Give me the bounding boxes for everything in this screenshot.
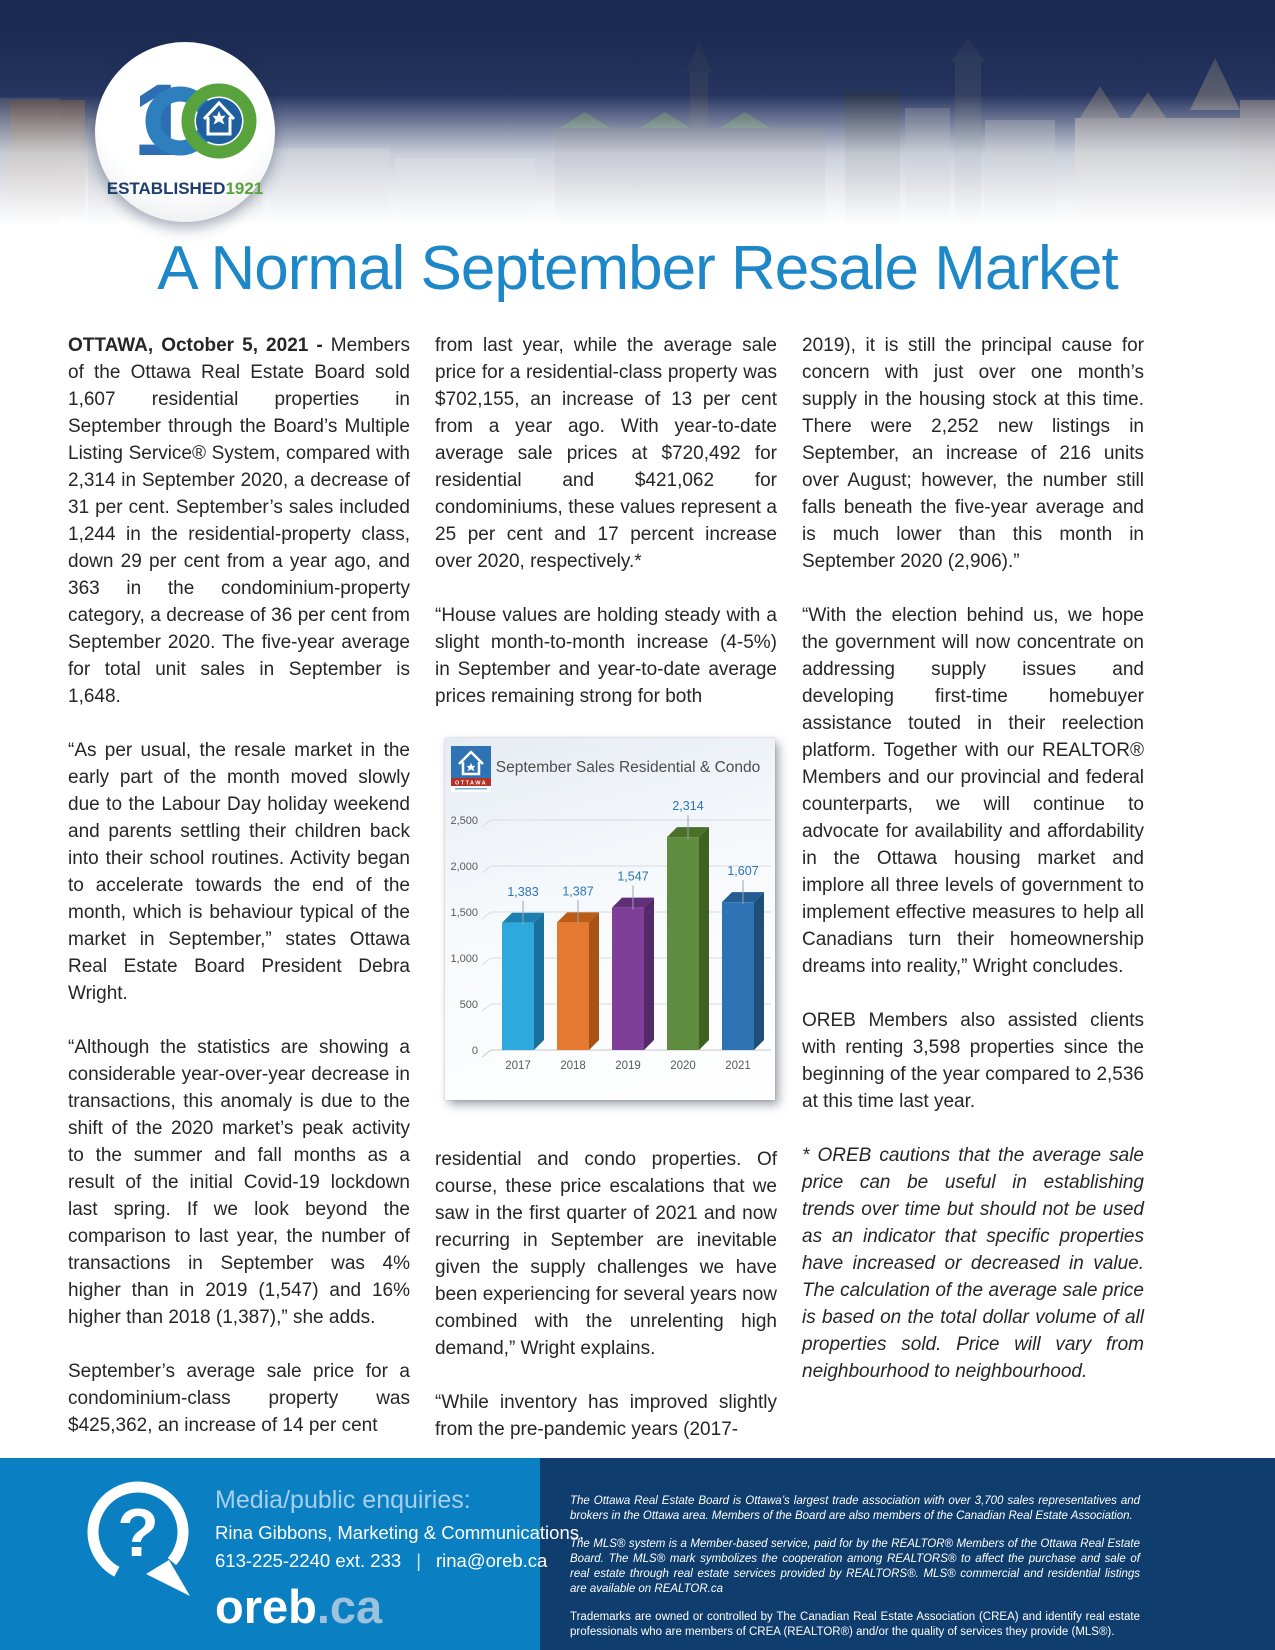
paragraph: residential and condo properties. Of cou… (435, 1149, 777, 1359)
column-2: from last year, while the average sale p… (435, 332, 777, 1470)
maple-leaf-icon (212, 111, 226, 125)
house-walls-icon (206, 117, 232, 136)
wordmark-main: oreb (215, 1580, 317, 1633)
page-header: 1 ESTABLISHED1921 (0, 0, 1275, 225)
contact-name: Rina Gibbons, Marketing & Communications… (215, 1522, 585, 1543)
logo-ottawa-text: OTTAWA (455, 780, 487, 786)
svg-text:2,314: 2,314 (672, 799, 703, 813)
sales-chart: OTTAWA September Sales Residential & Con… (445, 738, 775, 1100)
paragraph: “With the election behind us, we hope th… (802, 605, 1144, 977)
svg-text:1,387: 1,387 (562, 884, 593, 898)
logo-zero-green (181, 83, 257, 159)
svg-text:1,607: 1,607 (727, 864, 758, 878)
footer-legal-panel: The Ottawa Real Estate Board is Ottawa’s… (540, 1458, 1275, 1650)
paragraph: “House values are holding steady with a … (435, 605, 777, 707)
enquiries-label: Media/public enquiries: (215, 1486, 471, 1514)
logo-100-graphic: 1 ESTABLISHED1921 (107, 63, 264, 198)
svg-text:?: ? (117, 1495, 159, 1571)
dateline: OTTAWA, October 5, 2021 - (68, 335, 323, 356)
oreb-100th-anniversary-logo: 1 ESTABLISHED1921 (95, 42, 275, 222)
oreb-board-logo: OTTAWA (451, 746, 491, 792)
legal-paragraph: The MLS® system is a Member-based servic… (570, 1538, 1140, 1595)
chart-title: September Sales Residential & Condo (495, 759, 761, 776)
svg-text:2019: 2019 (615, 1060, 641, 1072)
logo-year-text: 1921 (225, 179, 263, 198)
svg-text:0: 0 (472, 1045, 478, 1057)
disclaimer-paragraph: * OREB cautions that the average sale pr… (802, 1145, 1144, 1382)
svg-text:1,383: 1,383 (507, 885, 538, 899)
contact-phone-line: 613-225-2240 ext. 233 | rina@oreb.ca (215, 1549, 584, 1573)
contact-email[interactable]: rina@oreb.ca (436, 1550, 548, 1571)
house-roof-icon (458, 750, 484, 765)
svg-text:2,000: 2,000 (450, 861, 478, 873)
column-3: 2019), it is still the principal cause f… (802, 332, 1144, 1470)
wordmark-suffix: .ca (316, 1580, 383, 1633)
svg-text:ESTABLISHED1921: ESTABLISHED1921 (107, 179, 264, 198)
legal-paragraph: The Ottawa Real Estate Board is Ottawa’s… (570, 1495, 1140, 1522)
svg-text:1,000: 1,000 (450, 953, 478, 965)
paragraph: “While inventory has improved slightly f… (435, 1392, 777, 1440)
svg-text:1,547: 1,547 (617, 870, 648, 884)
separator: | (416, 1550, 421, 1571)
chart-header: OTTAWA September Sales Residential & Con… (445, 744, 775, 792)
paragraph: OTTAWA, October 5, 2021 - Members of the… (68, 332, 410, 710)
svg-text:2021: 2021 (725, 1060, 751, 1072)
svg-text:2,500: 2,500 (450, 815, 478, 827)
bar-chart-plot: 0 500 1,000 1,500 2,000 2,500 1,383 2017 1,387 20… (450, 799, 771, 1072)
paragraph-text: Members of the Ottawa Real Estate Board … (68, 335, 410, 707)
legal-paragraph: Trademarks are owned or controlled by Th… (570, 1611, 1140, 1638)
svg-text:2020: 2020 (670, 1060, 696, 1072)
house-walls-icon (461, 762, 481, 776)
house-roof-icon (202, 100, 236, 121)
paragraph: September’s average sale price for a con… (68, 1361, 410, 1436)
page-title: A Normal September Resale Market (157, 234, 1118, 303)
paragraph: from last year, while the average sale p… (435, 335, 777, 572)
phone-number: 613-225-2240 ext. 233 (215, 1550, 402, 1571)
svg-text:500: 500 (460, 999, 478, 1011)
column-1: OTTAWA, October 5, 2021 - Members of the… (68, 332, 410, 1470)
maple-leaf-icon (466, 763, 476, 772)
contact-block: Media/public enquiries: Rina Gibbons, Ma… (215, 1486, 584, 1632)
paragraph: “Although the statistics are showing a c… (68, 1037, 410, 1328)
footer-contact-panel: ? Media/public enquiries: Rina Gibbons, … (0, 1458, 584, 1650)
paragraph: “As per usual, the resale market in the … (68, 740, 410, 1004)
question-bubble-icon: ? (87, 1481, 190, 1596)
svg-text:2017: 2017 (505, 1060, 531, 1072)
oreb-ca-wordmark: oreb.ca (215, 1582, 584, 1632)
article-body: OTTAWA, October 5, 2021 - Members of the… (68, 332, 1144, 1470)
svg-text:1,500: 1,500 (450, 907, 478, 919)
paragraph: OREB Members also assisted clients with … (802, 1010, 1144, 1112)
page-footer: ? Media/public enquiries: Rina Gibbons, … (0, 1458, 1275, 1650)
logo-established-text: ESTABLISHED (107, 179, 226, 198)
paragraph: 2019), it is still the principal cause f… (802, 335, 1144, 572)
svg-text:2018: 2018 (560, 1060, 586, 1072)
logo-digit-1: 1 (133, 63, 190, 177)
